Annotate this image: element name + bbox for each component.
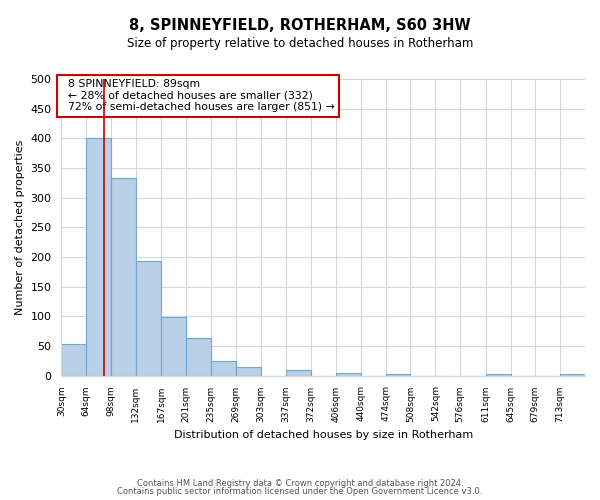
X-axis label: Distribution of detached houses by size in Rotherham: Distribution of detached houses by size … bbox=[173, 430, 473, 440]
Bar bbox=[336, 372, 361, 376]
Bar bbox=[161, 317, 186, 376]
Bar bbox=[485, 374, 511, 376]
Bar bbox=[236, 366, 261, 376]
Bar bbox=[211, 360, 236, 376]
Y-axis label: Number of detached properties: Number of detached properties bbox=[15, 140, 25, 315]
Text: Size of property relative to detached houses in Rotherham: Size of property relative to detached ho… bbox=[127, 38, 473, 51]
Bar bbox=[111, 178, 136, 376]
Bar bbox=[186, 338, 211, 376]
Bar bbox=[61, 344, 86, 376]
Text: 8 SPINNEYFIELD: 89sqm
  ← 28% of detached houses are smaller (332)
  72% of semi: 8 SPINNEYFIELD: 89sqm ← 28% of detached … bbox=[61, 79, 335, 112]
Bar bbox=[86, 138, 111, 376]
Text: 8, SPINNEYFIELD, ROTHERHAM, S60 3HW: 8, SPINNEYFIELD, ROTHERHAM, S60 3HW bbox=[129, 18, 471, 32]
Bar bbox=[286, 370, 311, 376]
Bar bbox=[560, 374, 585, 376]
Text: Contains HM Land Registry data © Crown copyright and database right 2024.: Contains HM Land Registry data © Crown c… bbox=[137, 478, 463, 488]
Bar bbox=[386, 374, 410, 376]
Bar bbox=[136, 261, 161, 376]
Text: Contains public sector information licensed under the Open Government Licence v3: Contains public sector information licen… bbox=[118, 487, 482, 496]
